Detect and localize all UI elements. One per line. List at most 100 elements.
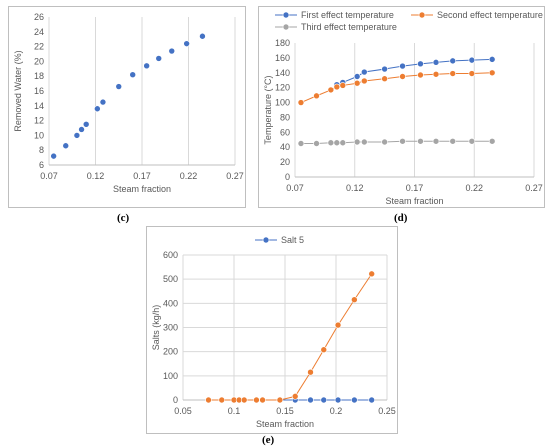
legend-label: Salt 5 xyxy=(281,235,304,245)
x-axis-label: Steam fraction xyxy=(256,419,314,429)
y-tick-label: 8 xyxy=(39,145,44,155)
data-point xyxy=(183,40,190,47)
legend-label: First effect temperature xyxy=(301,10,394,20)
data-point xyxy=(115,83,123,90)
x-axis-label: Steam fraction xyxy=(385,196,443,206)
data-point xyxy=(240,396,248,404)
data-point xyxy=(82,121,90,128)
data-point xyxy=(78,126,85,133)
y-tick-label: 22 xyxy=(34,42,44,52)
y-tick-label: 600 xyxy=(163,250,178,260)
legend-label: Second effect temperature xyxy=(437,10,543,20)
x-tick-label: 0.15 xyxy=(276,406,294,416)
y-tick-label: 120 xyxy=(275,83,290,93)
x-tick-label: 0.07 xyxy=(40,171,58,181)
data-point xyxy=(297,140,305,147)
data-point xyxy=(351,296,358,304)
chart-panel-e: 0.05 0.1 0.15 0.2 0.25 0 100 200 300 400 500 600 Ste… xyxy=(146,226,398,434)
x-tick-label: 0.05 xyxy=(174,406,192,416)
data-point xyxy=(351,396,358,404)
data-point xyxy=(432,59,440,66)
data-point xyxy=(381,65,388,73)
y-tick-label: 6 xyxy=(39,160,44,170)
data-point xyxy=(488,69,496,77)
caption-e: (e) xyxy=(262,434,275,446)
y-tick-label: 12 xyxy=(34,116,44,126)
y-tick-label: 16 xyxy=(34,86,44,96)
data-point xyxy=(333,139,341,147)
data-point xyxy=(361,77,368,85)
legend-label: Third effect temperature xyxy=(301,22,397,32)
chart-d-svg: 0.07 0.12 0.17 0.22 0.27 0 20 40 60 80 100 120 140 16… xyxy=(263,10,543,206)
data-point xyxy=(94,105,101,113)
data-point xyxy=(468,70,476,77)
data-point xyxy=(327,139,335,147)
series-line xyxy=(208,273,373,401)
data-point xyxy=(361,68,368,76)
x-tick-label: 0.12 xyxy=(87,171,105,181)
data-point xyxy=(291,393,299,400)
data-point xyxy=(334,396,342,404)
legend-marker xyxy=(262,236,270,244)
data-point xyxy=(488,56,496,63)
y-tick-label: 0 xyxy=(285,172,290,182)
x-tick-label: 0.27 xyxy=(525,183,543,193)
data-point xyxy=(432,70,440,78)
y-tick-label: 180 xyxy=(275,38,290,48)
data-point xyxy=(253,396,260,404)
data-point xyxy=(468,137,476,145)
y-tick-label: 20 xyxy=(34,56,44,66)
chart-panel-d: 0.07 0.12 0.17 0.22 0.27 0 20 40 60 80 100 120 140 16… xyxy=(258,6,545,208)
data-point xyxy=(334,321,342,329)
x-tick-label: 0.17 xyxy=(406,183,424,193)
data-point xyxy=(449,57,457,65)
x-tick-label: 0.27 xyxy=(226,171,244,181)
data-point xyxy=(155,55,163,62)
legend-marker xyxy=(282,23,290,31)
data-point xyxy=(381,75,388,83)
data-point xyxy=(205,396,212,404)
x-tick-label: 0.12 xyxy=(346,183,364,193)
data-point xyxy=(259,396,266,404)
data-point xyxy=(320,346,328,354)
data-point xyxy=(399,137,406,145)
y-tick-label: 300 xyxy=(163,323,178,333)
data-point xyxy=(320,396,328,404)
data-point xyxy=(417,60,424,68)
chart-c-svg: 0.07 0.12 0.17 0.22 0.27 6 8 10 12 14 16 18 20 22 24 26… xyxy=(13,12,244,194)
data-point xyxy=(168,47,176,55)
caption-c: (c) xyxy=(117,212,130,224)
y-tick-label: 26 xyxy=(34,12,44,22)
data-point xyxy=(449,70,457,77)
legend-marker xyxy=(418,11,426,19)
chart-e-svg: 0.05 0.1 0.15 0.2 0.25 0 100 200 300 400 500 600 Ste… xyxy=(151,235,396,429)
data-point xyxy=(143,62,150,70)
caption-d: (d) xyxy=(394,212,408,224)
x-tick-label: 0.2 xyxy=(330,406,343,416)
data-point xyxy=(381,138,388,146)
data-point xyxy=(62,142,70,150)
y-tick-label: 80 xyxy=(280,112,290,122)
data-point xyxy=(276,396,284,404)
y-tick-label: 18 xyxy=(34,71,44,81)
x-tick-label: 0.25 xyxy=(378,406,396,416)
data-point xyxy=(339,82,347,89)
data-point xyxy=(129,71,136,79)
data-point xyxy=(313,140,320,147)
y-tick-label: 160 xyxy=(275,53,290,63)
y-tick-label: 10 xyxy=(34,130,44,140)
data-point xyxy=(327,86,335,94)
data-point xyxy=(313,92,320,100)
data-point xyxy=(307,396,314,404)
data-point xyxy=(399,73,406,80)
data-point xyxy=(218,396,226,404)
y-tick-label: 140 xyxy=(275,68,290,78)
data-point xyxy=(368,270,375,278)
data-point xyxy=(399,62,406,70)
chart-panel-c: 0.07 0.12 0.17 0.22 0.27 6 8 10 12 14 16 18 20 22 24 26… xyxy=(8,6,246,208)
y-axis-label: Temperature (°C) xyxy=(263,75,273,144)
data-point xyxy=(99,98,107,106)
data-point xyxy=(297,99,305,106)
y-tick-label: 0 xyxy=(173,395,178,405)
data-point xyxy=(339,139,347,147)
